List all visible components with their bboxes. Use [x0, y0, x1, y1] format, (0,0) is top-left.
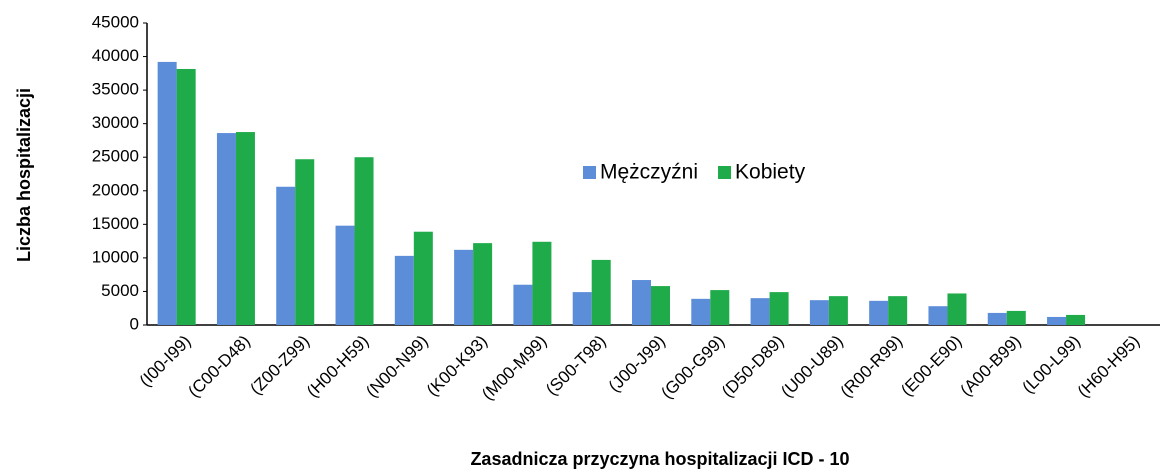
bar [651, 286, 670, 325]
bar [335, 225, 355, 325]
bar [295, 159, 315, 325]
y-tick-label: 40000 [92, 46, 139, 65]
x-tick-label: (H60-H95) [1074, 332, 1144, 402]
bar [413, 231, 433, 325]
bar [1047, 316, 1067, 325]
bar [176, 68, 196, 326]
bar [947, 293, 967, 325]
y-tick-label: 15000 [92, 214, 139, 233]
x-axis-title: Zasadnicza przyczyna hospitalizacji ICD … [470, 449, 849, 469]
y-tick-label: 30000 [92, 113, 139, 132]
y-tick-label: 20000 [92, 180, 139, 199]
bar [888, 296, 908, 325]
bar [632, 280, 651, 325]
legend-swatch [718, 166, 732, 179]
bar [809, 300, 829, 325]
bar [572, 292, 592, 325]
bar [216, 133, 236, 325]
x-tick-label: (G00-G99) [657, 332, 728, 403]
bar [276, 186, 296, 325]
bar [987, 312, 1007, 325]
x-tick-label: (A00-B99) [957, 332, 1025, 400]
x-tick-label: (U00-U89) [777, 332, 847, 402]
x-tick-label: (H00-H59) [303, 332, 373, 402]
legend-label: Mężczyźni [600, 161, 698, 184]
bar [691, 298, 711, 325]
bar [869, 300, 889, 325]
bar [591, 259, 611, 325]
y-tick-label: 10000 [92, 247, 139, 266]
x-tick-label: (S00-T98) [542, 332, 610, 400]
y-tick-label: 5000 [101, 281, 139, 300]
bar [1006, 310, 1026, 325]
bar [513, 284, 533, 325]
bar [1066, 314, 1086, 325]
y-axis-title: Liczba hospitalizacji [14, 88, 34, 262]
bar [473, 243, 493, 325]
bar [710, 290, 730, 325]
y-tick-label: 45000 [92, 12, 139, 31]
y-tick-label: 25000 [92, 147, 139, 166]
bar [454, 249, 474, 325]
x-tick-label: (N00-N99) [362, 332, 432, 402]
bar [354, 157, 374, 325]
y-tick-label: 0 [130, 314, 139, 333]
bar [750, 298, 770, 325]
bar [828, 296, 848, 325]
legend-swatch [583, 166, 596, 179]
x-tick-label: (M00-M99) [478, 332, 550, 404]
x-tick-label: (D50-D89) [718, 332, 788, 402]
x-tick-label: (I00-I99) [136, 332, 195, 391]
bar [235, 132, 255, 325]
bar [928, 306, 948, 325]
bar [394, 255, 414, 325]
legend-label: Kobiety [735, 161, 806, 184]
bar [157, 61, 177, 326]
x-tick-label: (R00-R99) [837, 332, 907, 402]
x-tick-label: (E00-E90) [897, 332, 965, 400]
bar [769, 292, 789, 325]
x-tick-label: (C00-D48) [184, 332, 254, 402]
bar [532, 241, 552, 325]
y-tick-label: 35000 [92, 80, 139, 99]
legend: Mężczyźni Kobiety [583, 161, 806, 184]
